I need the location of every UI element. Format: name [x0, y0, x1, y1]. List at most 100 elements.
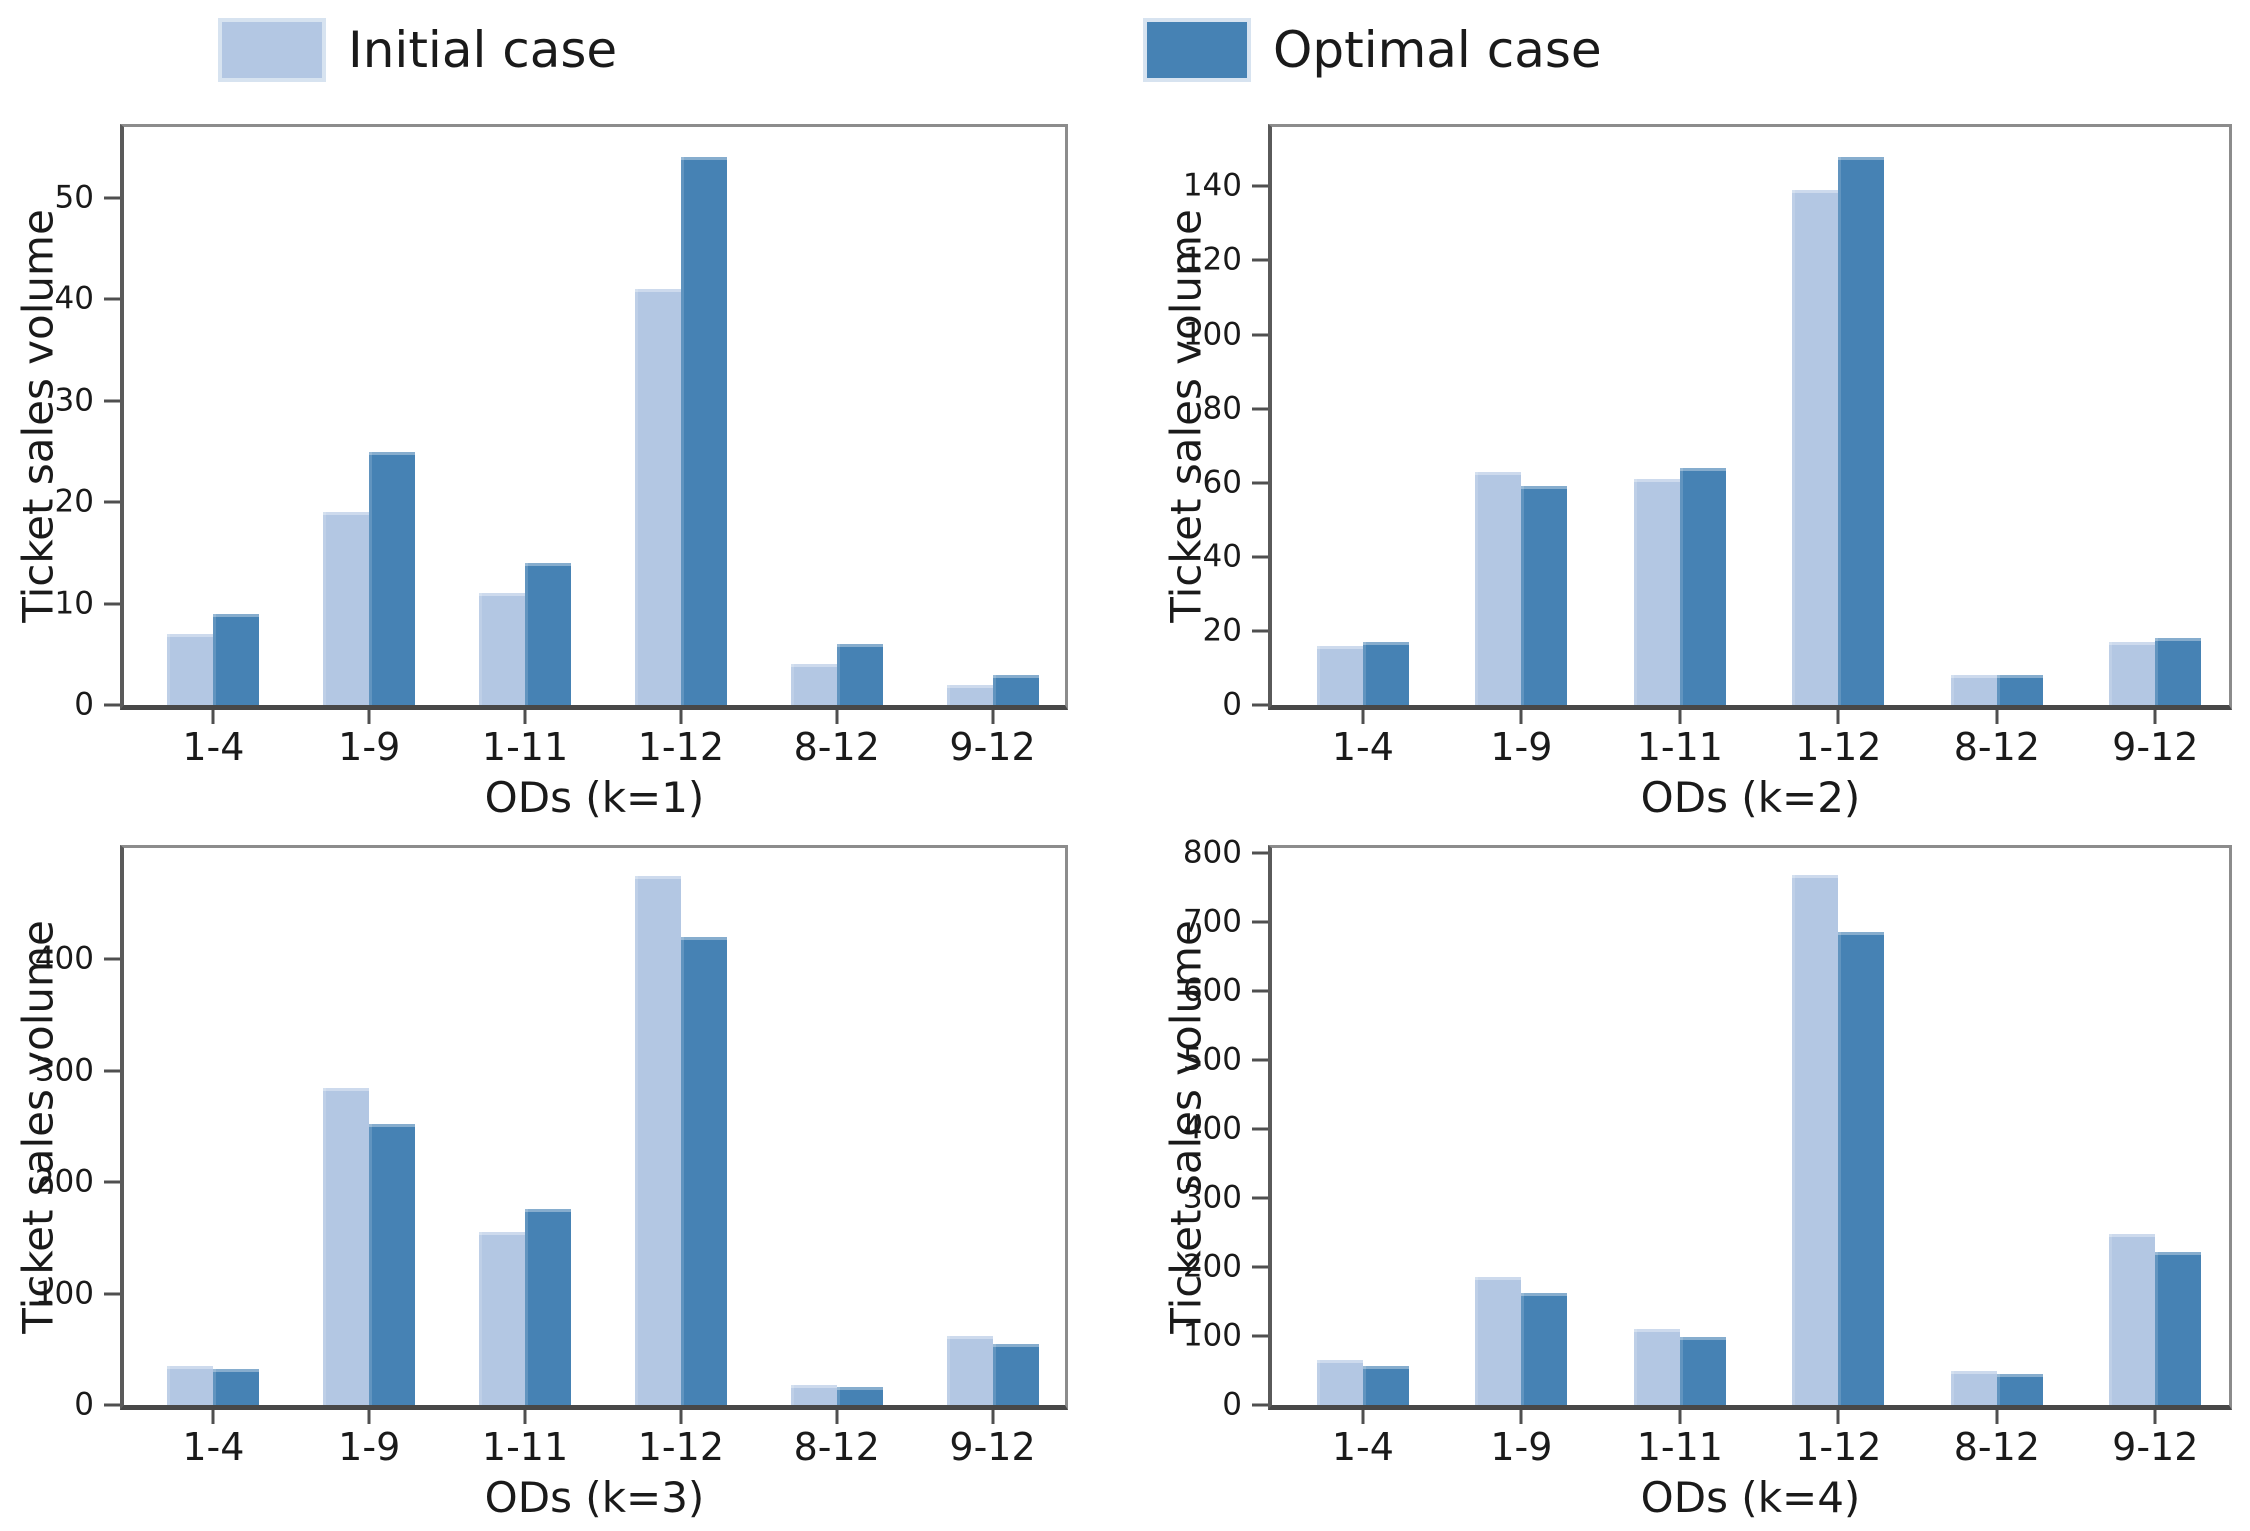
- bar-pair: [323, 127, 416, 705]
- bar-initial-case: [634, 289, 681, 705]
- x-tick-mark: [679, 710, 683, 724]
- y-tick-label: 100: [1182, 316, 1242, 352]
- bar-optimal-case: [1521, 1292, 1568, 1405]
- bar-pair: [2109, 848, 2202, 1405]
- bar-pair: [790, 127, 883, 705]
- bar-optimal-case: [2155, 638, 2202, 705]
- x-tick-label: 8-12: [793, 1425, 880, 1469]
- x-tick-mark: [1836, 1410, 1840, 1424]
- bar-pair: [634, 127, 727, 705]
- bar-initial-case: [323, 512, 370, 705]
- bar-pair: [634, 848, 727, 1405]
- bar-optimal-case: [680, 937, 727, 1405]
- bar-initial-case: [1950, 675, 1997, 705]
- bar-pair: [790, 848, 883, 1405]
- subplot-k3: Ticket sales volume 0 100 200 300 400 1-4 1-9 1-…: [14, 845, 1068, 1522]
- y-tick-label: 20: [54, 483, 94, 520]
- x-tick-mark: [679, 1410, 683, 1424]
- bar-initial-case: [1475, 471, 1522, 705]
- x-axis-label: ODs (k=3): [484, 1473, 705, 1522]
- y-tick-mark: [1252, 258, 1268, 262]
- bar-optimal-case: [1521, 486, 1568, 705]
- y-tick-label: 0: [74, 686, 94, 723]
- x-tick-label: 1-12: [637, 725, 724, 769]
- y-tick-mark: [1252, 703, 1268, 707]
- bar-optimal-case: [1362, 1365, 1409, 1405]
- bar-initial-case: [1950, 1370, 1997, 1405]
- bar-optimal-case: [1838, 932, 1885, 1405]
- bar-initial-case: [323, 1087, 370, 1405]
- bar-pair: [479, 127, 572, 705]
- y-tick-mark: [1252, 1196, 1268, 1200]
- y-tick-label: 140: [1182, 167, 1242, 204]
- x-tick-label: 1-11: [1636, 725, 1723, 769]
- y-tick-label: 80: [1202, 390, 1242, 427]
- y-tick-mark: [104, 703, 120, 707]
- y-tick-mark: [104, 297, 120, 301]
- y-tick-label: 600: [1182, 972, 1242, 1009]
- x-tick-mark: [211, 1410, 215, 1424]
- bar-optimal-case: [369, 1124, 416, 1405]
- bar-initial-case: [2109, 1233, 2156, 1405]
- bar-optimal-case: [1838, 156, 1885, 705]
- y-tick-label: 20: [1202, 612, 1242, 649]
- subplot-k2: Ticket sales volume 0 20 40 60 80 100 120 140 1-4…: [1162, 124, 2232, 822]
- x-tick-label: 1-12: [1795, 1425, 1882, 1469]
- bar-initial-case: [790, 664, 837, 705]
- y-tick-label: 100: [1182, 1317, 1242, 1354]
- x-tick-mark: [1519, 1410, 1523, 1424]
- x-tick-label: 1-11: [1636, 1425, 1723, 1469]
- bar-pair: [1950, 127, 2043, 705]
- x-tick-mark: [1995, 1410, 1999, 1424]
- x-tick-mark: [211, 710, 215, 724]
- x-axis-label: ODs (k=2): [1640, 773, 1861, 822]
- bar-optimal-case: [213, 1369, 260, 1405]
- legend-label-initial-case: Initial case: [348, 21, 618, 79]
- x-axis-label: ODs (k=4): [1640, 1473, 1861, 1522]
- y-tick-label: 300: [34, 1052, 94, 1089]
- bar-initial-case: [946, 1335, 993, 1405]
- y-tick-mark: [1252, 1058, 1268, 1062]
- bar-pair: [1792, 127, 1885, 705]
- y-tick-label: 30: [54, 382, 94, 419]
- y-tick-label: 700: [1182, 903, 1242, 940]
- y-tick-mark: [1252, 989, 1268, 993]
- x-tick-mark: [1678, 710, 1682, 724]
- subplot-k1: Ticket sales volume 0 10 20 30 40 50 1-4 1-9 1-11…: [14, 124, 1068, 822]
- bar-initial-case: [167, 634, 214, 705]
- y-tick-mark: [104, 1292, 120, 1296]
- bar-pair: [479, 848, 572, 1405]
- bar-initial-case: [1316, 1360, 1363, 1405]
- x-tick-label: 1-9: [1490, 1425, 1553, 1469]
- bar-initial-case: [479, 593, 526, 705]
- x-tick-label: 8-12: [793, 725, 880, 769]
- bar-pair: [323, 848, 416, 1405]
- y-tick-mark: [1252, 920, 1268, 924]
- bar-initial-case: [1792, 874, 1839, 1405]
- x-tick-mark: [1361, 1410, 1365, 1424]
- bar-pair: [1950, 848, 2043, 1405]
- y-tick-mark: [1252, 481, 1268, 485]
- y-tick-label: 40: [54, 280, 94, 317]
- x-tick-mark: [1519, 710, 1523, 724]
- bar-optimal-case: [2155, 1251, 2202, 1405]
- legend-swatch-initial-case: [218, 18, 326, 82]
- bar-initial-case: [1475, 1277, 1522, 1405]
- bar-initial-case: [1792, 190, 1839, 705]
- bar-optimal-case: [525, 1208, 572, 1405]
- x-tick-mark: [991, 1410, 995, 1424]
- y-tick-label: 200: [1182, 1248, 1242, 1285]
- bar-pair: [1475, 848, 1568, 1405]
- y-tick-label: 400: [1182, 1110, 1242, 1147]
- y-tick-mark: [104, 399, 120, 403]
- y-tick-mark: [104, 957, 120, 961]
- bar-pair: [1475, 127, 1568, 705]
- y-tick-mark: [1252, 333, 1268, 336]
- bar-optimal-case: [836, 1387, 883, 1405]
- bar-pair: [946, 127, 1039, 705]
- bar-pair: [167, 127, 260, 705]
- x-tick-mark: [2153, 710, 2157, 724]
- bar-optimal-case: [680, 157, 727, 705]
- bar-initial-case: [479, 1232, 526, 1405]
- bar-initial-case: [790, 1384, 837, 1405]
